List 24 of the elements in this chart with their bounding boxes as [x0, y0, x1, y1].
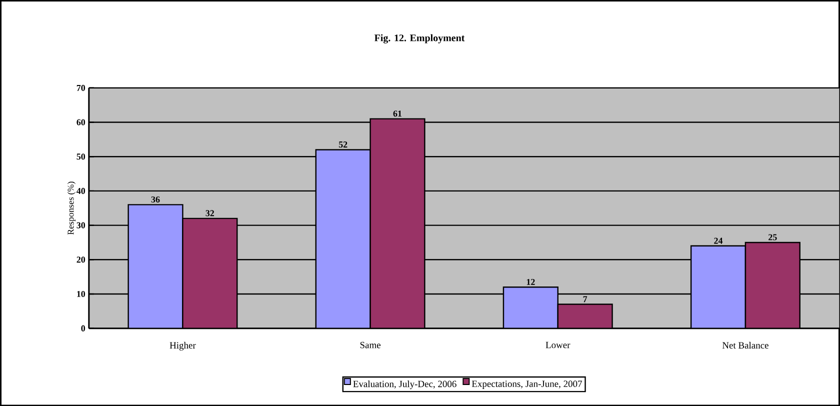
data-label: 52: [338, 141, 348, 148]
y-tick-label: 50: [76, 153, 86, 160]
data-label: 24: [714, 238, 723, 244]
y-tick-label: 60: [76, 119, 86, 126]
y-tick-label: 70: [76, 84, 86, 91]
y-tick-label: 40: [76, 188, 86, 194]
legend-label: Evaluation, July-Dec, 2006: [353, 380, 456, 390]
x-tick-label: Higher: [170, 342, 196, 350]
data-label: 7: [583, 296, 588, 302]
data-label: 32: [206, 210, 214, 216]
data-label: 36: [151, 196, 160, 202]
chart-title: Fig. 12. Employment: [374, 34, 465, 44]
x-tick-label: Net Balance: [722, 342, 768, 348]
x-tick-label: Same: [360, 342, 380, 348]
data-label: 61: [393, 110, 402, 117]
data-label: 12: [526, 278, 535, 285]
y-axis-title: Responses (%): [67, 182, 76, 235]
data-label: 25: [768, 234, 777, 240]
y-tick-label: 30: [76, 222, 86, 228]
y-tick-label: 10: [77, 290, 86, 297]
x-tick-label: Lower: [546, 342, 570, 348]
y-tick-label: 20: [76, 256, 86, 263]
legend-label: Expectations, Jan-June, 2007: [472, 380, 582, 389]
y-tick-label: 0: [81, 325, 86, 332]
